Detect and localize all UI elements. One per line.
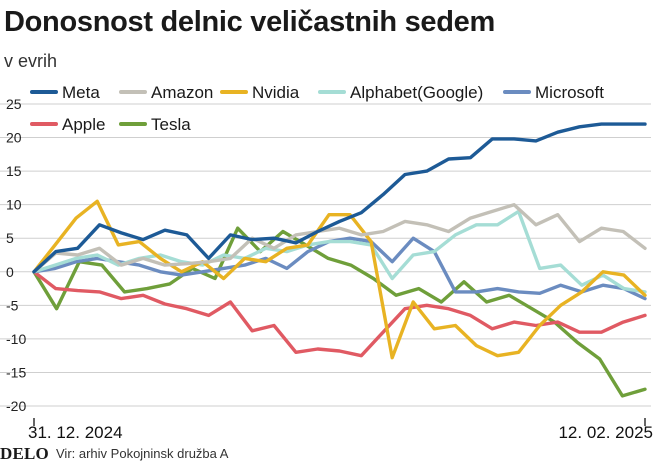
legend-label: Apple xyxy=(62,115,105,134)
y-tick-label: 10 xyxy=(6,197,22,213)
y-tick-label: -15 xyxy=(6,364,26,380)
y-tick-label: 5 xyxy=(6,230,14,246)
legend-label: Nvidia xyxy=(252,83,300,102)
x-tick-label-end: 12. 02. 2025 xyxy=(558,423,653,442)
brand-logo: DELO xyxy=(0,444,49,463)
series-line-meta xyxy=(32,122,647,274)
y-tick-label: 25 xyxy=(6,96,22,112)
chart-title: Donosnost delnic veličastnih sedem xyxy=(4,6,495,38)
y-tick-label: -10 xyxy=(6,331,26,347)
series-line-microsoft xyxy=(32,236,647,301)
y-tick-label: -5 xyxy=(6,297,19,313)
chart-subtitle: v evrih xyxy=(4,51,58,71)
y-tick-label: 15 xyxy=(6,163,22,179)
legend-label: Microsoft xyxy=(535,83,604,102)
legend-label: Amazon xyxy=(151,83,213,102)
series-line-nvidia xyxy=(32,199,647,360)
x-tick-label-start: 31. 12. 2024 xyxy=(28,423,123,442)
legend-label: Meta xyxy=(62,83,100,102)
y-tick-label: 0 xyxy=(6,264,14,280)
legend-label: Tesla xyxy=(151,115,191,134)
series-line-alphabet-google xyxy=(32,209,647,294)
legend-label: Alphabet(Google) xyxy=(350,83,483,102)
series-line-amazon xyxy=(32,202,647,274)
source-note: Vir: arhiv Pokojninsk družba A xyxy=(56,446,229,461)
series-line-tesla xyxy=(32,226,647,398)
y-tick-label: -20 xyxy=(6,398,26,414)
y-tick-label: 20 xyxy=(6,130,22,146)
